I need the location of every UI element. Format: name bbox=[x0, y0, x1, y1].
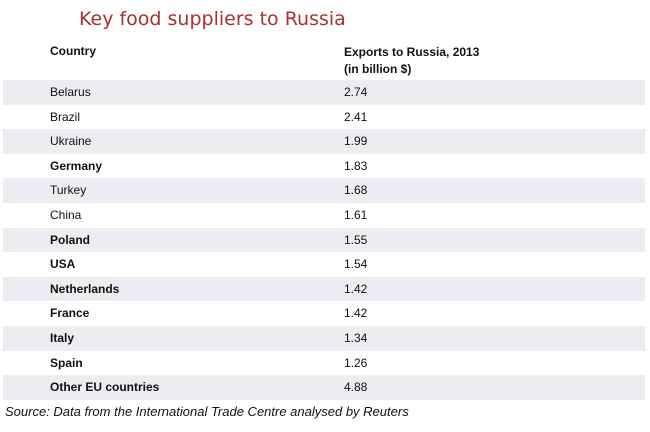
country-cell: Belarus bbox=[50, 85, 91, 99]
source-note: Source: Data from the International Trad… bbox=[5, 404, 409, 419]
table-row: Germany 1.83 bbox=[3, 154, 645, 179]
country-cell: Other EU countries bbox=[50, 380, 160, 395]
country-cell: Germany bbox=[50, 158, 103, 173]
table-row: Italy 1.34 bbox=[3, 325, 645, 351]
country-cell: France bbox=[50, 306, 90, 321]
value-cell: 1.42 bbox=[344, 281, 368, 296]
value-cell: 4.88 bbox=[344, 380, 368, 395]
value-cell: 1.61 bbox=[344, 207, 368, 222]
table-row: Other EU countries 4.88 bbox=[3, 375, 645, 400]
table-body: Belarus 2.74 Brazil 2.41 Ukraine 1.99 Germany 1… bbox=[3, 80, 645, 400]
country-cell: Poland bbox=[50, 232, 91, 247]
country-cell: China bbox=[50, 207, 82, 222]
data-table: Country Exports to Russia, 2013 (in bill… bbox=[3, 38, 645, 400]
value-cell: 2.74 bbox=[344, 85, 368, 99]
table-row: Turkey 1.68 bbox=[3, 178, 645, 203]
country-cell: Netherlands bbox=[50, 281, 120, 296]
country-cell: Italy bbox=[50, 330, 75, 345]
table-row: China 1.61 bbox=[3, 203, 645, 228]
table-row: Ukraine 1.99 bbox=[3, 129, 645, 154]
country-cell: Turkey bbox=[50, 183, 87, 198]
column-header-exports-unit: (in billion $) bbox=[344, 62, 412, 76]
value-cell: 2.41 bbox=[344, 109, 368, 124]
table-row: France 1.42 bbox=[3, 301, 645, 326]
value-cell: 1.42 bbox=[344, 306, 368, 321]
value-cell: 1.83 bbox=[344, 158, 368, 173]
country-cell: USA bbox=[50, 257, 76, 272]
country-cell: Spain bbox=[50, 355, 83, 370]
value-cell: 1.99 bbox=[344, 134, 368, 149]
table-row: Poland 1.55 bbox=[3, 227, 645, 253]
value-cell: 1.68 bbox=[344, 183, 368, 198]
column-header-exports-title: Exports to Russia, 2013 bbox=[344, 45, 480, 59]
column-header-country: Country bbox=[50, 44, 96, 58]
table-row: Spain 1.26 bbox=[3, 351, 645, 376]
table-row: USA 1.54 bbox=[3, 252, 645, 277]
table-row: Brazil 2.41 bbox=[3, 105, 645, 130]
table-row: Belarus 2.74 bbox=[3, 80, 645, 105]
chart-title: Key food suppliers to Russia bbox=[79, 8, 346, 30]
table-header: Country Exports to Russia, 2013 (in bill… bbox=[3, 38, 645, 80]
table-row: Netherlands 1.42 bbox=[3, 276, 645, 302]
value-cell: 1.26 bbox=[344, 355, 368, 370]
column-header-exports: Exports to Russia, 2013 (in billion $) bbox=[344, 44, 479, 78]
country-cell: Brazil bbox=[50, 109, 81, 124]
country-cell: Ukraine bbox=[50, 134, 92, 149]
value-cell: 1.34 bbox=[344, 330, 368, 345]
value-cell: 1.55 bbox=[344, 232, 368, 247]
value-cell: 1.54 bbox=[344, 257, 368, 272]
